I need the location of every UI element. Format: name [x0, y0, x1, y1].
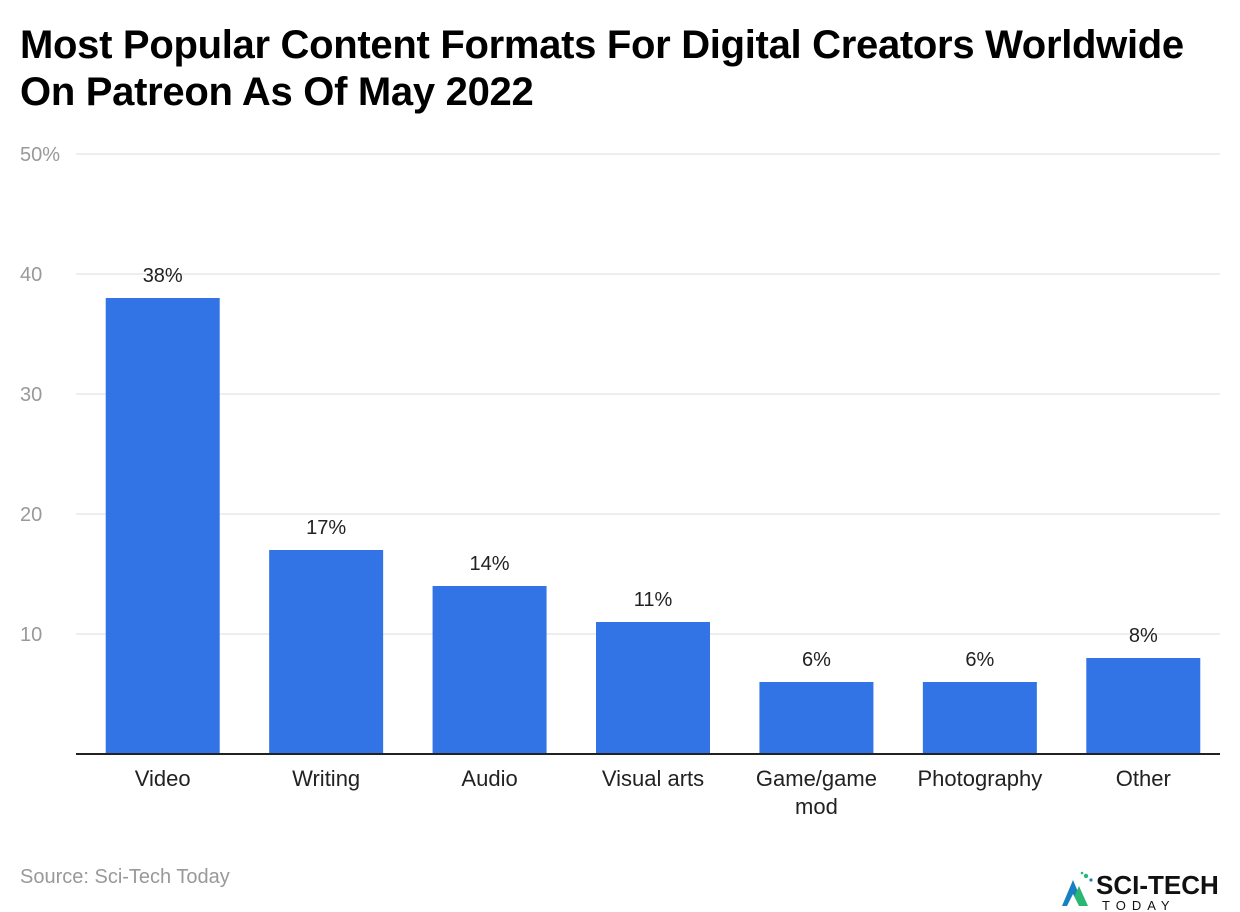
- chart-title: Most Popular Content Formats For Digital…: [20, 23, 1184, 114]
- category-label: Video: [135, 766, 191, 791]
- logo-name: SCI-TECH: [1096, 870, 1219, 900]
- category-label: Other: [1116, 766, 1171, 791]
- category-labels: Video Writing Audio Visual arts Game/game mod…: [135, 766, 1171, 819]
- value-labels: 38% 17% 14% 11% 6% 6% 8%: [143, 265, 1158, 671]
- category-label: Audio: [461, 766, 517, 791]
- value-label: 6%: [965, 649, 994, 671]
- value-label: 11%: [634, 589, 673, 611]
- logo-mark-icon: [1062, 871, 1093, 906]
- y-tick-label: 10: [20, 624, 42, 646]
- value-label: 8%: [1129, 625, 1158, 647]
- bar: [759, 682, 874, 754]
- bar: [1086, 658, 1201, 754]
- category-label: mod: [795, 794, 838, 819]
- value-label: 6%: [802, 649, 831, 671]
- bars: [105, 298, 1201, 754]
- category-label: Visual arts: [602, 766, 704, 791]
- y-tick-label: 50%: [20, 144, 60, 166]
- y-tick-label: 20: [20, 504, 42, 526]
- logo-subtitle: TODAY: [1102, 898, 1176, 912]
- bar-chart: 10 20 30 40 50% 38% 17% 14% 11% 6% 6% 8% Video Writ…: [20, 144, 1220, 819]
- gridlines: [76, 153, 1220, 635]
- bar: [105, 298, 220, 754]
- bar: [269, 550, 384, 754]
- category-label: Game/game: [756, 766, 877, 791]
- category-label: Writing: [292, 766, 360, 791]
- bar: [922, 682, 1037, 754]
- y-axis-ticks: 10 20 30 40 50%: [20, 144, 60, 646]
- value-label: 38%: [143, 265, 183, 287]
- value-label: 14%: [470, 553, 510, 575]
- value-label: 17%: [306, 517, 346, 539]
- y-tick-label: 30: [20, 384, 42, 406]
- source-note: Source: Sci-Tech Today: [20, 866, 230, 888]
- bar: [432, 586, 547, 754]
- y-tick-label: 40: [20, 264, 42, 286]
- category-label: Photography: [917, 766, 1042, 791]
- sci-tech-today-logo: SCI-TECH TODAY: [1062, 870, 1219, 912]
- bar: [596, 622, 710, 754]
